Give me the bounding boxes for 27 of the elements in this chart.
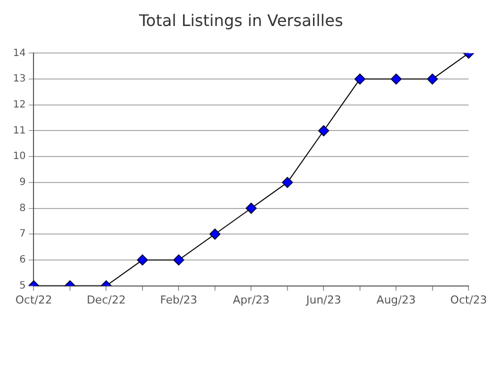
x-tick-label: Apr/23 [232, 293, 270, 306]
y-tick-label: 13 [12, 74, 26, 85]
point [173, 254, 184, 266]
point [318, 125, 330, 136]
point [209, 228, 220, 240]
x-tick-label: Dec/22 [86, 293, 126, 306]
point [354, 74, 366, 85]
point [390, 74, 402, 85]
y-tick-label: 12 [12, 99, 26, 110]
x-tick-label: Oct/23 [450, 293, 488, 306]
y-tick-label: 8 [19, 202, 26, 214]
y-tick-label: 7 [19, 228, 26, 240]
point [136, 254, 148, 266]
x-tick-label: Feb/23 [160, 293, 198, 306]
point [246, 202, 257, 214]
y-tick-label: 10 [12, 151, 26, 162]
y-tick-label: 11 [12, 125, 26, 136]
point [282, 176, 293, 188]
y-tick-label: 14 [12, 48, 26, 59]
point [426, 74, 438, 85]
x-tick-label: Aug/23 [376, 293, 416, 306]
y-tick-label: 9 [19, 177, 26, 188]
y-tick-label: 6 [19, 254, 26, 266]
chart-title: Total Listings in Versailles [138, 10, 344, 30]
y-tick-label: 5 [19, 280, 26, 292]
x-tick-label: Oct/22 [15, 293, 52, 306]
x-tick-label: Jun/23 [305, 293, 342, 306]
